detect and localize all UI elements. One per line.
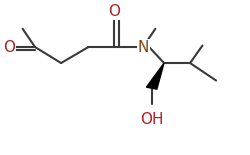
Text: O: O [108,4,120,19]
Polygon shape [146,63,164,89]
Text: O: O [3,40,15,55]
Text: N: N [137,40,148,55]
Text: OH: OH [139,112,163,127]
